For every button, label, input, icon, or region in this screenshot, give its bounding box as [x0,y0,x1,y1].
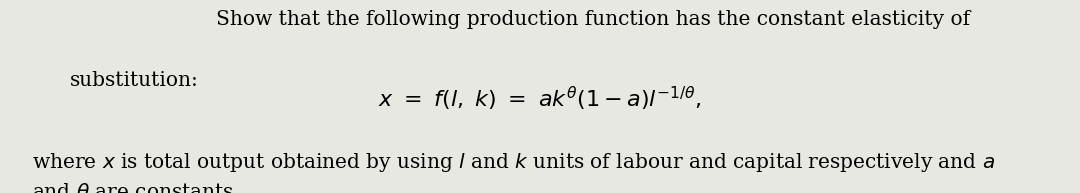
Text: and $\theta$ are constants.: and $\theta$ are constants. [32,183,240,193]
Text: Show that the following production function has the constant elasticity of: Show that the following production funct… [216,10,970,29]
Text: where $x$ is total output obtained by using $l$ and $k$ units of labour and capi: where $x$ is total output obtained by us… [32,151,996,174]
Text: $x \ = \ f(l,\ k) \ = \ ak^{\theta}(1-a)l^{-1/\theta},$: $x \ = \ f(l,\ k) \ = \ ak^{\theta}(1-a)… [378,85,702,113]
Text: substitution:: substitution: [70,71,199,90]
